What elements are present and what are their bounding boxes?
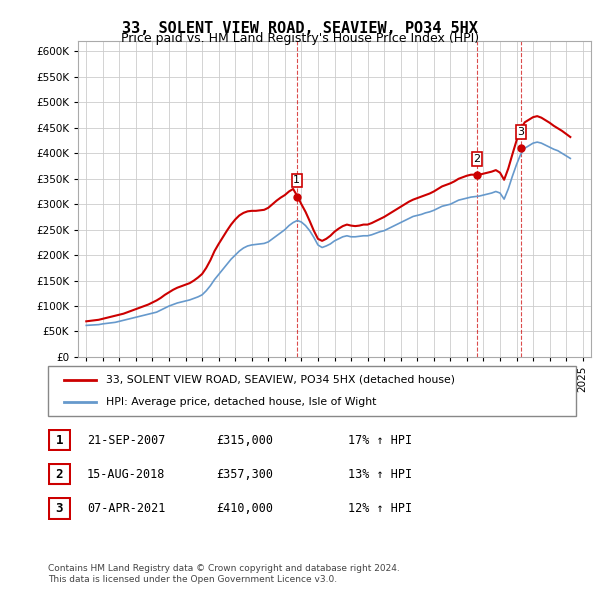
FancyBboxPatch shape bbox=[49, 464, 70, 484]
Text: 33, SOLENT VIEW ROAD, SEAVIEW, PO34 5HX: 33, SOLENT VIEW ROAD, SEAVIEW, PO34 5HX bbox=[122, 21, 478, 35]
Text: £357,300: £357,300 bbox=[216, 468, 273, 481]
Text: Contains HM Land Registry data © Crown copyright and database right 2024.: Contains HM Land Registry data © Crown c… bbox=[48, 565, 400, 573]
Text: This data is licensed under the Open Government Licence v3.0.: This data is licensed under the Open Gov… bbox=[48, 575, 337, 584]
Text: 1: 1 bbox=[56, 434, 63, 447]
Text: 21-SEP-2007: 21-SEP-2007 bbox=[87, 434, 166, 447]
Text: 33, SOLENT VIEW ROAD, SEAVIEW, PO34 5HX (detached house): 33, SOLENT VIEW ROAD, SEAVIEW, PO34 5HX … bbox=[106, 375, 455, 385]
Text: HPI: Average price, detached house, Isle of Wight: HPI: Average price, detached house, Isle… bbox=[106, 397, 376, 407]
Text: £315,000: £315,000 bbox=[216, 434, 273, 447]
FancyBboxPatch shape bbox=[49, 430, 70, 450]
Text: 13% ↑ HPI: 13% ↑ HPI bbox=[348, 468, 412, 481]
Text: 15-AUG-2018: 15-AUG-2018 bbox=[87, 468, 166, 481]
Text: 12% ↑ HPI: 12% ↑ HPI bbox=[348, 502, 412, 515]
Text: Price paid vs. HM Land Registry's House Price Index (HPI): Price paid vs. HM Land Registry's House … bbox=[121, 32, 479, 45]
Text: 07-APR-2021: 07-APR-2021 bbox=[87, 502, 166, 515]
Text: 17% ↑ HPI: 17% ↑ HPI bbox=[348, 434, 412, 447]
Text: 2: 2 bbox=[473, 154, 481, 164]
Text: 3: 3 bbox=[518, 127, 524, 137]
FancyBboxPatch shape bbox=[49, 499, 70, 519]
Text: £410,000: £410,000 bbox=[216, 502, 273, 515]
Text: 2: 2 bbox=[56, 468, 63, 481]
Text: 3: 3 bbox=[56, 502, 63, 515]
Text: 1: 1 bbox=[293, 175, 300, 185]
FancyBboxPatch shape bbox=[48, 366, 576, 416]
